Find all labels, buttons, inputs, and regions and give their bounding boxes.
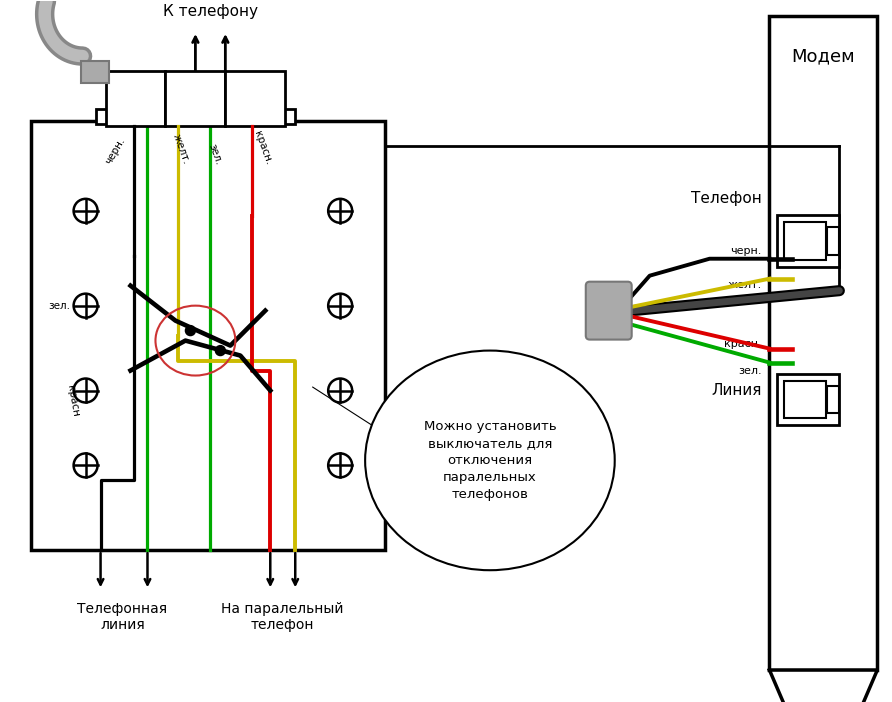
Circle shape: [74, 293, 97, 317]
Text: желт.: желт.: [727, 279, 762, 290]
Text: красн: красн: [65, 384, 80, 417]
Bar: [105, 71, 165, 126]
Text: черн.: черн.: [731, 246, 762, 256]
Bar: [784, 380, 826, 418]
Bar: [778, 373, 839, 425]
Text: К телефону: К телефону: [163, 4, 258, 19]
Bar: [828, 227, 839, 255]
Circle shape: [328, 378, 352, 402]
Text: На паралельный
телефон: На паралельный телефон: [221, 602, 343, 633]
Bar: [80, 61, 109, 83]
Bar: [226, 71, 285, 126]
Circle shape: [215, 345, 226, 356]
Bar: [165, 71, 226, 126]
Circle shape: [74, 199, 97, 223]
Polygon shape: [770, 670, 878, 702]
Bar: [30, 121, 385, 550]
Text: зел.: зел.: [48, 300, 70, 311]
Text: красн.: красн.: [252, 129, 273, 166]
Circle shape: [74, 453, 97, 477]
Text: Телефонная
линия: Телефонная линия: [78, 602, 168, 633]
Circle shape: [74, 378, 97, 402]
Bar: [784, 222, 826, 260]
Text: желт.: желт.: [170, 133, 191, 166]
Text: Модем: Модем: [791, 47, 855, 65]
Text: красн.: красн.: [724, 338, 762, 349]
Ellipse shape: [365, 350, 615, 570]
Bar: [828, 385, 839, 413]
Bar: [95, 109, 295, 124]
FancyBboxPatch shape: [586, 282, 632, 340]
Text: зел.: зел.: [738, 366, 762, 376]
Bar: [778, 215, 839, 267]
Circle shape: [328, 293, 352, 317]
Text: Линия: Линия: [711, 383, 762, 398]
Bar: [770, 16, 878, 670]
Circle shape: [186, 326, 195, 336]
Circle shape: [328, 199, 352, 223]
Text: Можно установить
выключатель для
отключения
паралельных
телефонов: Можно установить выключатель для отключе…: [424, 420, 557, 501]
Text: черн.: черн.: [103, 135, 128, 166]
Text: зел.: зел.: [207, 142, 224, 166]
Text: Телефон: Телефон: [690, 192, 762, 206]
Circle shape: [328, 453, 352, 477]
